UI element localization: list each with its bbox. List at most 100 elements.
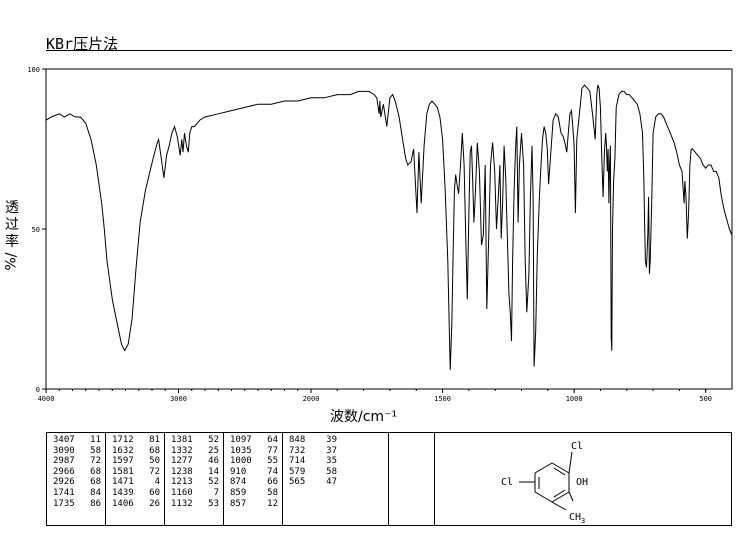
peak-transmittance: 47 [326, 477, 337, 488]
x-tick-label: 1000 [566, 395, 583, 403]
peak-row: 857 12 [230, 499, 278, 510]
y-axis: 0 50 100 [27, 66, 46, 394]
x-axis-title: 波数/cm⁻¹ [330, 409, 398, 425]
peak-wavenumber: 1406 [112, 498, 134, 509]
plot-frame [45, 68, 733, 390]
peak-wavenumber: 1277 [171, 456, 193, 467]
peak-wavenumber: 1439 [112, 487, 134, 498]
peak-row: 565 47 [289, 477, 337, 488]
peak-column: 848 39 732 37 714 35 579 58 565 47 [283, 433, 341, 525]
peak-wavenumber: 1097 [230, 435, 252, 445]
peak-wavenumber: 1332 [171, 445, 193, 456]
peak-row: 1277 46 [171, 456, 219, 467]
peak-transmittance: 50 [149, 456, 160, 467]
ir-spectrum-chart: 0 50 100 4000 3000 2000 1500 1000 500 [27, 66, 733, 403]
peak-wavenumber: 1581 [112, 466, 134, 477]
peak-transmittance: 37 [326, 445, 337, 456]
peak-transmittance: 72 [90, 456, 101, 467]
peak-wavenumber: 1632 [112, 445, 134, 456]
y-tick-label: 0 [36, 386, 40, 394]
peak-transmittance: 39 [326, 435, 337, 445]
y-axis-unit: %/ [3, 252, 20, 271]
chlorine-top-label: Cl [571, 441, 583, 452]
y-axis-title-char: 过 [5, 217, 19, 233]
peak-transmittance: 74 [267, 466, 278, 477]
spectrum-line [45, 84, 733, 370]
peak-row: 714 35 [289, 456, 337, 467]
peak-wavenumber: 1160 [171, 487, 193, 498]
peak-transmittance: 68 [149, 445, 160, 456]
y-axis-title-char: 率 [5, 234, 19, 250]
y-axis-title: 透 过 率 %/ [3, 200, 21, 271]
peak-wavenumber: 2987 [53, 456, 75, 467]
peak-wavenumber: 1741 [53, 487, 75, 498]
peak-row: 2926 68 [53, 477, 101, 488]
chlorine-left-label: Cl [501, 477, 513, 488]
peak-column: 1097 64 1035 77 1000 55 910 74 874 66 859 58 857 12 [224, 433, 283, 525]
peak-transmittance: 55 [267, 456, 278, 467]
y-axis-title-char: 透 [5, 200, 19, 216]
peak-wavenumber: 3090 [53, 445, 75, 456]
peak-row: 1381 52 [171, 435, 219, 446]
peak-wavenumber: 2926 [53, 477, 75, 488]
peak-row: 1132 53 [171, 499, 219, 510]
peak-row: 1160 7 [171, 488, 219, 499]
peak-row: 2966 68 [53, 467, 101, 478]
peak-transmittance: 26 [149, 498, 160, 509]
peak-transmittance: 12 [267, 498, 278, 509]
peak-transmittance: 14 [208, 466, 219, 477]
peak-wavenumber: 910 [230, 466, 247, 477]
peak-wavenumber: 1035 [230, 445, 252, 456]
peak-row: 3090 58 [53, 446, 101, 457]
peak-table: 3407 11 3090 58 2987 72 2966 68 2926 68 1741 84 1735… [46, 432, 435, 526]
peak-row: 1238 14 [171, 467, 219, 478]
peak-wavenumber: 579 [289, 466, 306, 477]
benzene-ring [519, 451, 574, 511]
peak-wavenumber: 1597 [112, 456, 134, 467]
hydroxyl-label: OH [576, 477, 588, 488]
y-tick-label: 100 [27, 66, 40, 74]
x-tick-label: 3000 [170, 395, 187, 403]
peak-row: 1000 55 [230, 456, 278, 467]
x-tick-label: 1500 [434, 395, 451, 403]
peak-wavenumber: 1735 [53, 498, 75, 509]
peak-transmittance: 58 [90, 445, 101, 456]
x-tick-label: 500 [699, 395, 712, 403]
y-tick-label: 50 [32, 226, 40, 234]
peak-row: 1741 84 [53, 488, 101, 499]
peak-column: 3407 11 3090 58 2987 72 2966 68 2926 68 1741 84 1735… [47, 433, 106, 525]
methyl-label: CH3 [569, 512, 585, 525]
peak-transmittance: 81 [149, 435, 160, 445]
peak-row: 1035 77 [230, 446, 278, 457]
peak-row: 1406 26 [112, 499, 160, 510]
peak-transmittance: 52 [208, 435, 219, 445]
peak-transmittance: 11 [90, 435, 101, 445]
peak-wavenumber: 848 [289, 435, 306, 445]
peak-transmittance: 84 [90, 487, 101, 498]
peak-row: 859 58 [230, 488, 278, 499]
peak-wavenumber: 857 [230, 498, 247, 509]
peak-row: 1632 68 [112, 446, 160, 457]
peak-transmittance: 35 [326, 456, 337, 467]
peak-row: 732 37 [289, 446, 337, 457]
method-label: KBr压片法 [46, 35, 119, 53]
peak-transmittance: 46 [208, 456, 219, 467]
x-tick-label: 4000 [38, 395, 55, 403]
peak-wavenumber: 1381 [171, 435, 193, 445]
peak-wavenumber: 1238 [171, 466, 193, 477]
peak-row: 579 58 [289, 467, 337, 478]
peak-row: 1471 4 [112, 477, 160, 488]
structure-panel: Cl Cl OH CH3 [388, 432, 732, 526]
peak-transmittance: 72 [149, 466, 160, 477]
peak-row: 1581 72 [112, 467, 160, 478]
x-axis: 4000 3000 2000 1500 1000 500 [38, 389, 712, 403]
peak-wavenumber: 2966 [53, 466, 75, 477]
peak-row: 2987 72 [53, 456, 101, 467]
peak-wavenumber: 714 [289, 456, 306, 467]
peak-wavenumber: 565 [289, 477, 306, 488]
peak-wavenumber: 3407 [53, 435, 75, 445]
molecule-structure: Cl Cl OH CH3 [501, 441, 588, 525]
peak-transmittance: 68 [90, 477, 101, 488]
peak-transmittance: 64 [267, 435, 278, 445]
peak-transmittance: 52 [208, 477, 219, 488]
